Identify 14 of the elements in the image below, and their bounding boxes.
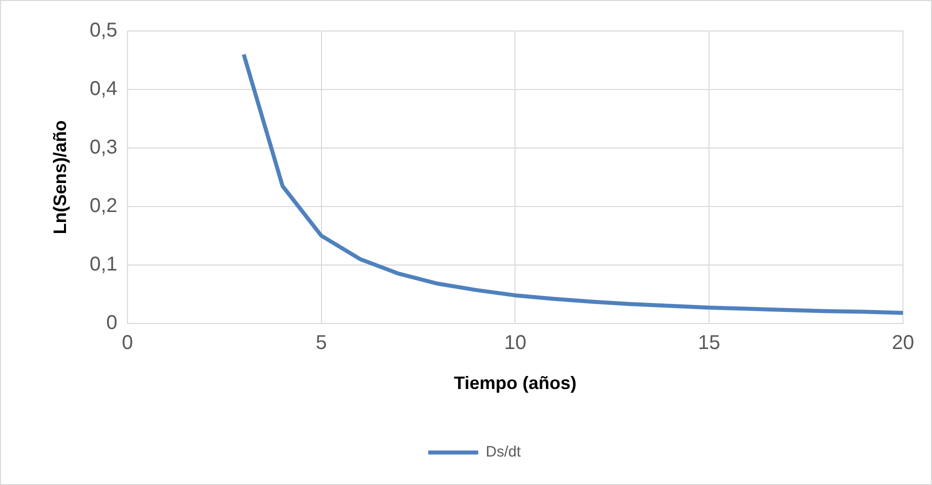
x-axis-title: Tiempo (años) [454,373,577,394]
x-tick-label: 5 [316,332,327,354]
x-tick-label: 0 [122,332,133,354]
y-tick-label: 0,5 [90,20,118,42]
y-tick-label: 0,2 [90,194,118,217]
x-tick-label: 10 [504,332,526,354]
y-axis-title: Ln(Sens)/año [50,120,70,234]
y-tick-label: 0,1 [90,253,118,276]
y-tick-label: 0,4 [90,78,118,100]
y-tick-label: 0,3 [90,136,118,158]
legend-label: Ds/dt [486,444,522,461]
x-tick-label: 20 [892,332,914,354]
x-tick-label: 15 [698,332,720,354]
y-tick-label: 0 [106,312,118,334]
